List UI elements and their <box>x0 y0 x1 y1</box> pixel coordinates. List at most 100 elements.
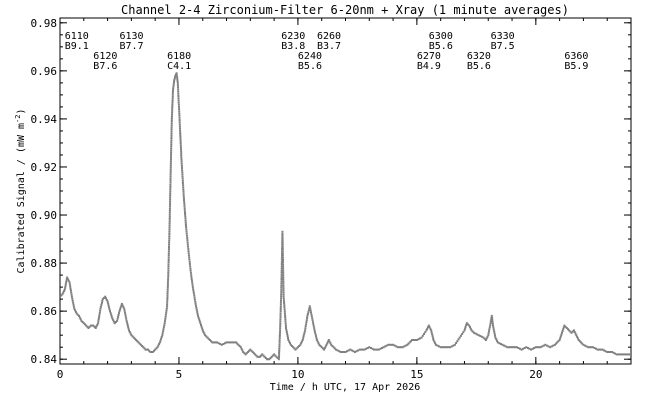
data-point <box>109 310 111 312</box>
data-point <box>177 82 179 84</box>
data-point <box>280 314 282 316</box>
data-point <box>177 91 179 93</box>
data-point <box>124 310 126 312</box>
data-point <box>201 328 203 330</box>
data-point <box>177 80 179 82</box>
data-point <box>283 306 285 308</box>
y-axis-label: Calibrated Signal / (mW m-2) <box>14 109 27 274</box>
data-point <box>560 335 562 337</box>
data-point <box>282 285 284 287</box>
data-point <box>118 312 120 314</box>
data-point <box>283 291 285 293</box>
data-point <box>73 306 75 308</box>
data-point <box>284 317 286 319</box>
data-point <box>201 326 203 328</box>
flare-class-label: B7.7 <box>119 41 143 52</box>
data-point <box>110 312 112 314</box>
data-point <box>169 186 171 188</box>
data-point <box>190 272 192 274</box>
data-point <box>283 302 285 304</box>
data-point <box>280 291 282 293</box>
data-point <box>281 280 283 282</box>
data-point <box>284 312 286 314</box>
data-point <box>312 323 314 325</box>
data-point <box>492 323 494 325</box>
data-point <box>176 78 178 80</box>
data-point <box>177 93 179 95</box>
data-point <box>192 286 194 288</box>
data-point <box>170 152 172 154</box>
data-point <box>285 329 287 331</box>
data-point <box>465 326 467 328</box>
x-tick-label: 10 <box>291 368 304 381</box>
data-point <box>169 214 171 216</box>
data-point <box>182 180 184 182</box>
data-point <box>169 197 171 199</box>
y-axis-label-main: Calibrated Signal / (mW m <box>16 123 27 274</box>
data-point <box>171 118 173 120</box>
data-point <box>182 184 184 186</box>
data-point <box>459 337 461 339</box>
data-point <box>181 173 183 175</box>
data-point <box>188 259 190 261</box>
data-point <box>178 97 180 99</box>
data-point <box>279 340 281 342</box>
data-point <box>171 110 173 112</box>
data-point <box>285 321 287 323</box>
data-point <box>168 263 170 265</box>
data-point <box>169 201 171 203</box>
data-point <box>169 195 171 197</box>
data-point <box>283 294 285 296</box>
flare-class-label: B4.9 <box>417 61 441 72</box>
data-point <box>172 89 174 91</box>
flare-class-label: B7.6 <box>93 61 117 72</box>
data-point <box>124 312 126 314</box>
data-point <box>171 135 173 137</box>
data-point <box>278 358 280 360</box>
data-point <box>306 319 308 321</box>
data-point <box>168 265 170 267</box>
data-point <box>164 318 166 320</box>
data-point <box>172 95 174 97</box>
data-point <box>166 307 168 309</box>
data-point <box>282 274 284 276</box>
data-point <box>69 285 71 287</box>
data-point <box>99 312 101 314</box>
y-tick-label: 0.94 <box>31 113 58 126</box>
data-point <box>563 326 565 328</box>
data-point <box>72 300 74 302</box>
data-point <box>196 309 198 311</box>
data-point <box>279 327 281 329</box>
data-point <box>284 315 286 317</box>
data-point <box>169 199 171 201</box>
data-point <box>280 312 282 314</box>
data-point <box>460 335 462 337</box>
data-point <box>169 222 171 224</box>
data-point <box>182 178 184 180</box>
data-point <box>178 115 180 117</box>
data-point <box>283 289 285 291</box>
data-point <box>280 300 282 302</box>
data-point <box>490 322 492 324</box>
data-point <box>488 328 490 330</box>
y-tick-label: 0.86 <box>31 305 58 318</box>
data-point <box>170 148 172 150</box>
data-point <box>179 134 181 136</box>
data-point <box>167 270 169 272</box>
data-point <box>280 285 282 287</box>
data-point <box>159 341 161 343</box>
data-point <box>191 278 193 280</box>
data-point <box>194 297 196 299</box>
data-point <box>280 310 282 312</box>
data-point <box>172 87 174 89</box>
data-point <box>99 308 101 310</box>
data-point <box>303 335 305 337</box>
data-point <box>187 244 189 246</box>
data-point <box>279 321 281 323</box>
data-point <box>173 81 175 83</box>
data-point <box>170 173 172 175</box>
data-point <box>177 86 179 88</box>
data-point <box>170 160 172 162</box>
data-point <box>423 333 425 335</box>
data-point <box>285 323 287 325</box>
